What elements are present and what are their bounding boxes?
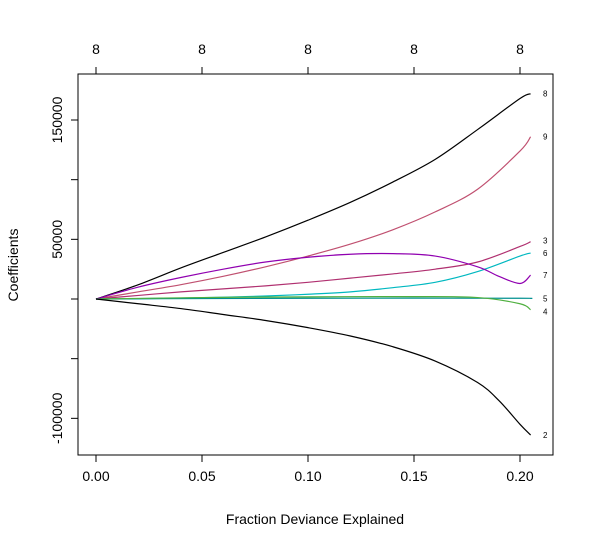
series-group (95, 93, 533, 436)
y-axis-title: Coefficients (5, 229, 21, 302)
series-label-9: 9 (543, 133, 548, 142)
series-line-3 (95, 241, 531, 300)
line-labels-group: 8 9 3 6 7 5 4 2 (543, 90, 548, 440)
x-tick-label: 0.15 (400, 468, 427, 484)
series-line-9 (95, 136, 532, 300)
y-tick-label: -100000 (49, 392, 65, 444)
series-line-5 (95, 297, 533, 300)
series-label-8: 8 (543, 90, 548, 99)
series-label-7: 7 (543, 271, 548, 280)
series-line-4 (95, 295, 531, 311)
y-tick-label: 150000 (49, 96, 65, 143)
y-tick-label: 50000 (49, 220, 65, 259)
x-tick-label: 0.05 (188, 468, 215, 484)
axes-group: 0.00 0.05 0.10 0.15 0.20 8 8 8 8 8 -100000 50000 150… (49, 41, 534, 484)
top-tick-label: 8 (92, 41, 100, 57)
series-line-7 (95, 252, 532, 300)
x-tick-label: 0.00 (82, 468, 109, 484)
x-tick-label: 0.20 (506, 468, 533, 484)
series-line-8 (95, 93, 531, 300)
x-tick-label: 0.10 (294, 468, 321, 484)
series-label-3: 3 (543, 237, 548, 246)
plot-box (77, 73, 554, 456)
top-tick-label: 8 (516, 41, 524, 57)
series-label-5: 5 (543, 294, 548, 303)
top-tick-label: 8 (410, 41, 418, 57)
series-label-6: 6 (543, 249, 548, 258)
top-tick-label: 8 (304, 41, 312, 57)
series-label-4: 4 (543, 308, 548, 317)
series-line-2 (95, 298, 532, 436)
x-axis-title: Fraction Deviance Explained (226, 511, 404, 527)
top-tick-label: 8 (198, 41, 206, 57)
series-label-2: 2 (543, 431, 548, 440)
